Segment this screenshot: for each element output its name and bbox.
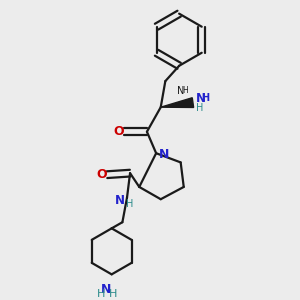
- Polygon shape: [161, 98, 194, 107]
- Text: H: H: [126, 200, 134, 209]
- Text: N: N: [196, 92, 206, 104]
- Text: N: N: [177, 86, 184, 96]
- Text: H: H: [182, 86, 188, 95]
- Text: H: H: [202, 93, 210, 103]
- Text: N: N: [101, 283, 111, 296]
- Text: N: N: [115, 194, 124, 207]
- Text: H: H: [196, 103, 203, 113]
- Text: H: H: [109, 289, 117, 299]
- Text: O: O: [113, 125, 124, 138]
- Text: N: N: [159, 148, 169, 161]
- Text: O: O: [96, 168, 107, 181]
- Text: H: H: [97, 289, 105, 299]
